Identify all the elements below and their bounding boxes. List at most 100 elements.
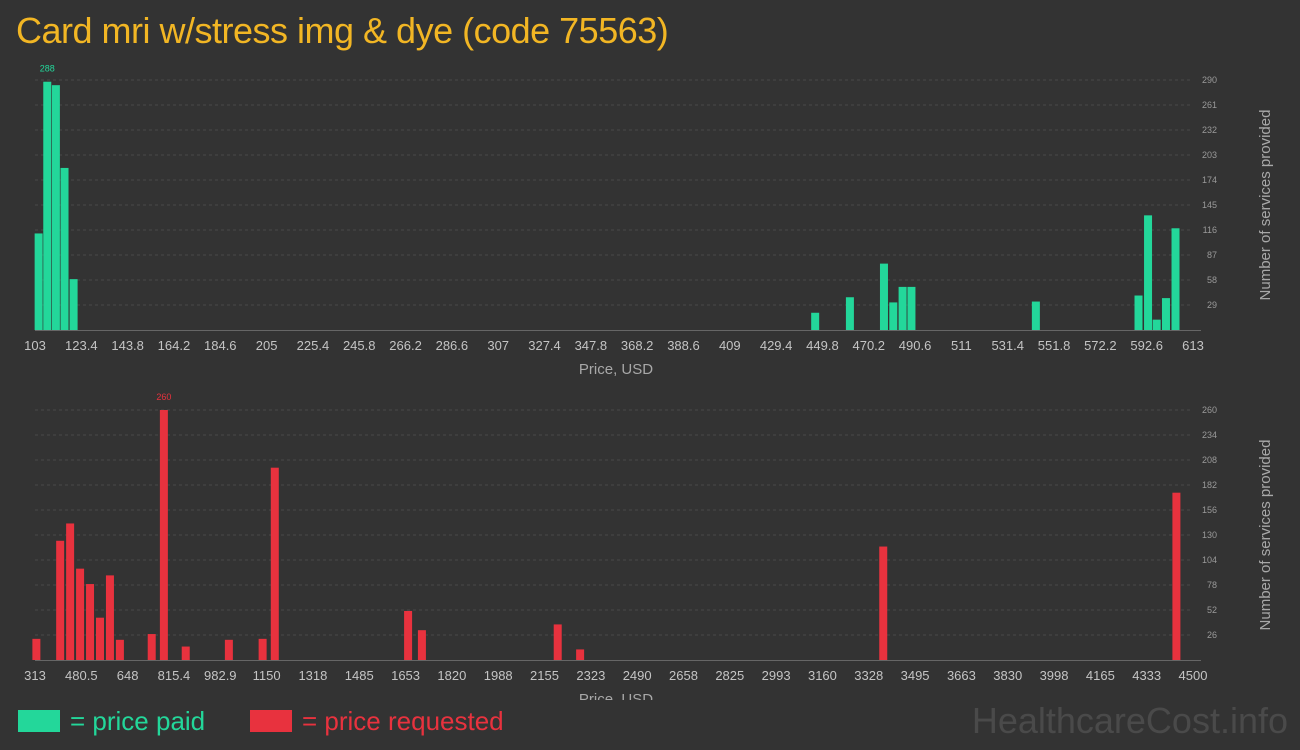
x-tick-label: 143.8	[111, 338, 144, 353]
x-tick-label: 266.2	[389, 338, 422, 353]
bar	[889, 302, 898, 330]
y-axis-title: Number of services provided	[1257, 440, 1274, 631]
x-tick-label: 286.6	[436, 338, 469, 353]
x-tick-label: 490.6	[899, 338, 932, 353]
x-tick-label: 368.2	[621, 338, 654, 353]
bar	[1031, 301, 1040, 330]
x-tick-label: 184.6	[204, 338, 237, 353]
bar	[898, 286, 907, 330]
x-tick-label: 511	[951, 338, 972, 353]
chart-price-paid: 29 58 87 116 145 174 203 232 261 290 103 123.4 143.8…	[24, 64, 1274, 378]
x-tick-label: 572.2	[1084, 338, 1117, 353]
y-tick-label: 208	[1202, 455, 1217, 465]
x-tick-label: 307	[487, 338, 509, 353]
x-tick-label: 470.2	[852, 338, 885, 353]
y-tick-label: 203	[1202, 150, 1217, 160]
x-tick-label: 3663	[947, 668, 976, 683]
x-tick-label: 429.4	[760, 338, 793, 353]
x-tick-label: 164.2	[158, 338, 191, 353]
page-title: Card mri w/stress img & dye (code 75563)	[16, 10, 669, 51]
bar	[69, 279, 78, 330]
legend-price-requested: = price requested	[250, 704, 504, 738]
x-tick-label: 480.5	[65, 668, 98, 683]
bar	[1152, 319, 1161, 330]
y-tick-label: 78	[1207, 580, 1217, 590]
x-tick-label: 4165	[1086, 668, 1115, 683]
bar	[404, 610, 413, 660]
bar	[553, 624, 562, 660]
watermark: HealthcareCost.info	[971, 700, 1288, 741]
bar	[181, 646, 190, 660]
bar	[34, 233, 43, 330]
legend-label-paid: = price paid	[70, 705, 206, 736]
y-tick-label: 156	[1202, 505, 1217, 515]
y-tick-label: 260	[1202, 405, 1217, 415]
y-tick-label: 182	[1202, 480, 1217, 490]
peak-value-label: 288	[40, 64, 55, 74]
x-tick-label: 1150	[253, 668, 281, 683]
x-tick-label: 531.4	[991, 338, 1024, 353]
bar	[32, 638, 41, 660]
bar	[1172, 492, 1181, 660]
y-axis-title: Number of services provided	[1257, 110, 1274, 301]
bar	[66, 523, 75, 660]
x-tick-label: 1318	[298, 668, 327, 683]
bar	[1134, 295, 1143, 330]
bar	[1171, 228, 1180, 330]
bar	[1161, 298, 1170, 330]
peak-value-label: 260	[156, 392, 171, 402]
x-tick-label: 313	[24, 668, 46, 683]
bar	[576, 649, 585, 660]
y-tick-label: 26	[1207, 630, 1217, 640]
y-tick-label: 290	[1202, 75, 1217, 85]
x-tick-label: 225.4	[297, 338, 330, 353]
x-tick-label: 103	[24, 338, 46, 353]
bar	[86, 584, 95, 660]
x-tick-label: 982.9	[204, 668, 237, 683]
y-tick-label: 234	[1202, 430, 1217, 440]
x-tick-label: 3495	[901, 668, 930, 683]
x-tick-label: 327.4	[528, 338, 561, 353]
bar	[105, 575, 114, 660]
x-tick-label: 449.8	[806, 338, 839, 353]
bar	[76, 568, 85, 660]
y-tick-label: 104	[1202, 555, 1217, 565]
bar	[95, 617, 104, 660]
bar	[224, 639, 233, 660]
bar	[417, 630, 426, 660]
x-tick-label: 409	[719, 338, 741, 353]
bar	[879, 263, 888, 330]
y-tick-label: 58	[1207, 275, 1217, 285]
x-tick-label: 2323	[576, 668, 605, 683]
bar	[879, 546, 888, 660]
x-tick-label: 2658	[669, 668, 698, 683]
x-tick-label: 388.6	[667, 338, 700, 353]
y-tick-label: 261	[1202, 100, 1217, 110]
y-tick-label: 87	[1207, 250, 1217, 260]
x-tick-label: 2993	[762, 668, 791, 683]
bar	[115, 639, 124, 660]
x-tick-label: 815.4	[158, 668, 191, 683]
bar	[56, 540, 65, 660]
y-tick-label: 29	[1207, 300, 1217, 310]
y-tick-label: 130	[1202, 530, 1217, 540]
bar	[159, 410, 168, 660]
y-tick-label: 174	[1202, 175, 1217, 185]
chart-price-requested: 26 52 78 104 130 156 182 208 234 260 313 480.5 648 81…	[24, 392, 1274, 700]
x-tick-label: 1485	[345, 668, 374, 683]
x-tick-label: 551.8	[1038, 338, 1071, 353]
x-tick-label: 613	[1182, 338, 1204, 353]
x-tick-label: 3830	[993, 668, 1022, 683]
x-tick-label: 4500	[1179, 668, 1208, 683]
x-tick-label: 1653	[391, 668, 420, 683]
x-tick-label: 2825	[715, 668, 744, 683]
legend-swatch-requested	[250, 710, 292, 732]
bar	[845, 297, 854, 330]
x-tick-label: 245.8	[343, 338, 376, 353]
bar	[51, 85, 60, 330]
x-tick-label: 3328	[854, 668, 883, 683]
legend-label-requested: = price requested	[302, 705, 504, 736]
y-tick-label: 52	[1207, 605, 1217, 615]
x-tick-label: 2155	[530, 668, 559, 683]
legend-price-paid: = price paid	[18, 704, 205, 738]
